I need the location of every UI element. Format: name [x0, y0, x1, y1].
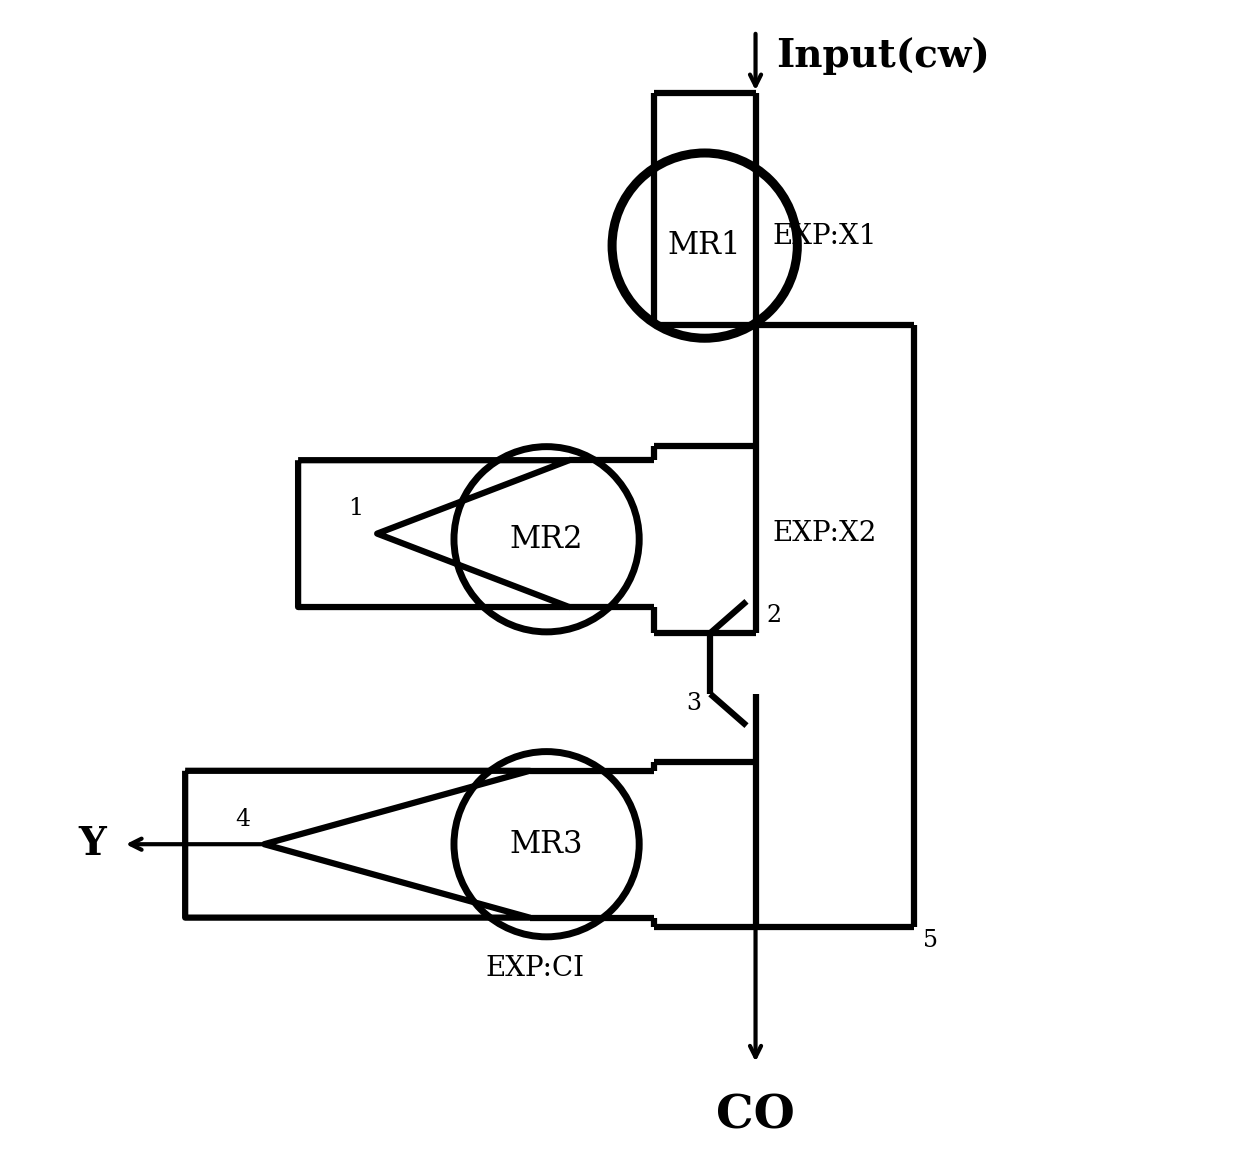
Text: 3: 3 — [686, 692, 702, 715]
Text: 1: 1 — [348, 497, 363, 520]
Text: MR3: MR3 — [510, 829, 583, 860]
Text: Input(cw): Input(cw) — [776, 37, 990, 75]
Text: Y: Y — [78, 826, 107, 864]
Text: 4: 4 — [236, 807, 250, 830]
Text: EXP:X1: EXP:X1 — [773, 223, 877, 250]
Text: MR2: MR2 — [510, 523, 583, 554]
Text: 2: 2 — [766, 605, 782, 628]
Text: EXP:CI: EXP:CI — [486, 954, 585, 982]
Text: CO: CO — [717, 1092, 795, 1138]
Text: MR1: MR1 — [668, 230, 742, 261]
Text: 5: 5 — [923, 929, 937, 952]
Text: EXP:X2: EXP:X2 — [773, 520, 877, 547]
